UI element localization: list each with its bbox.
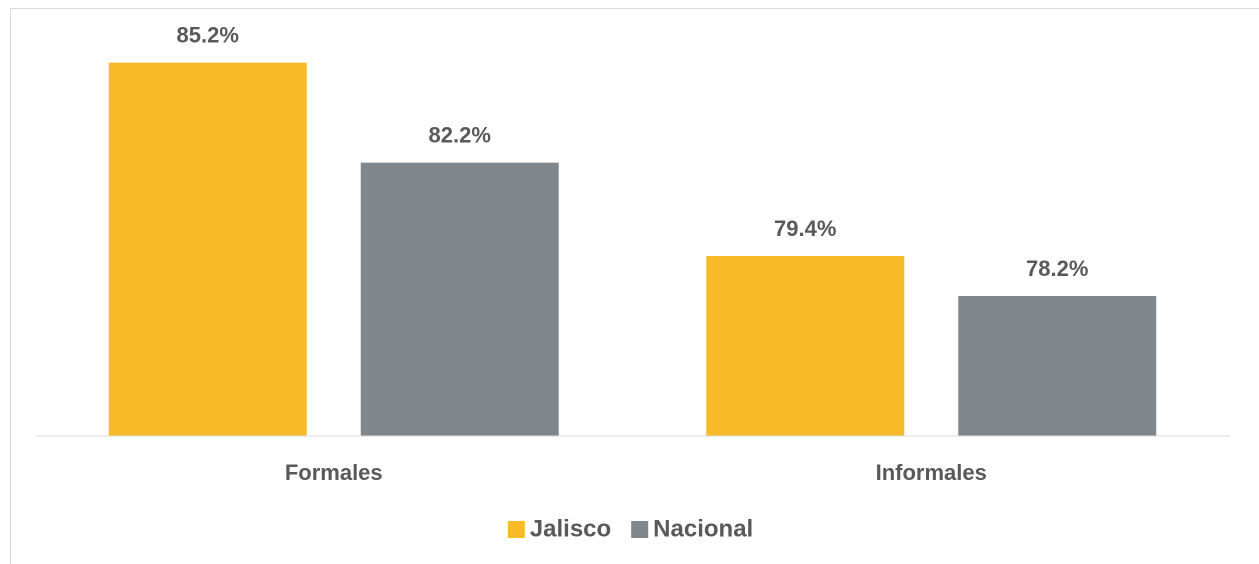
legend-swatch [507, 521, 525, 538]
bar [360, 162, 559, 436]
legend-swatch [631, 521, 649, 538]
x-tick-label: Informales [876, 460, 987, 485]
legend-label: Jalisco [530, 515, 611, 542]
data-label: 78.2% [1026, 256, 1088, 281]
bar [108, 62, 307, 437]
data-label: 85.2% [177, 22, 239, 47]
x-tick-label: Formales [285, 460, 383, 485]
data-label: 79.4% [774, 216, 836, 241]
legend-label: Nacional [653, 515, 753, 542]
bar [706, 256, 905, 436]
data-label: 82.2% [429, 122, 491, 147]
bar [958, 296, 1157, 436]
